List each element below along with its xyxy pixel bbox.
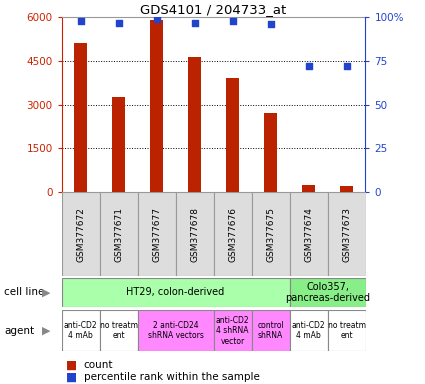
Point <box>115 20 122 26</box>
Bar <box>62 278 289 307</box>
Bar <box>99 192 138 276</box>
Bar <box>328 310 366 351</box>
Text: GSM377673: GSM377673 <box>342 207 351 262</box>
Text: 2 anti-CD24
shRNA vectors: 2 anti-CD24 shRNA vectors <box>147 321 204 340</box>
Text: anti-CD2
4 shRNA
vector: anti-CD2 4 shRNA vector <box>216 316 249 346</box>
Point <box>267 21 274 27</box>
Text: no treatm
ent: no treatm ent <box>328 321 366 340</box>
Text: GSM377674: GSM377674 <box>304 207 313 262</box>
Bar <box>340 186 353 192</box>
Point <box>305 63 312 69</box>
Text: HT29, colon-derived: HT29, colon-derived <box>127 287 225 298</box>
Text: ■: ■ <box>66 358 77 371</box>
Text: GSM377672: GSM377672 <box>76 207 85 262</box>
Bar <box>138 310 213 351</box>
Bar <box>213 310 252 351</box>
Text: count: count <box>84 360 113 370</box>
Text: GSM377675: GSM377675 <box>266 207 275 262</box>
Bar <box>289 310 328 351</box>
Text: ▶: ▶ <box>42 287 50 298</box>
Text: GSM377671: GSM377671 <box>114 207 123 262</box>
Title: GDS4101 / 204733_at: GDS4101 / 204733_at <box>140 3 287 16</box>
Bar <box>138 192 176 276</box>
Bar <box>74 43 87 192</box>
Text: no treatm
ent: no treatm ent <box>99 321 138 340</box>
Bar <box>252 310 289 351</box>
Text: percentile rank within the sample: percentile rank within the sample <box>84 372 260 382</box>
Bar <box>188 56 201 192</box>
Bar <box>289 278 366 307</box>
Point <box>191 20 198 26</box>
Text: cell line: cell line <box>4 287 45 298</box>
Text: anti-CD2
4 mAb: anti-CD2 4 mAb <box>292 321 325 340</box>
Bar <box>226 78 239 192</box>
Text: ▶: ▶ <box>42 326 50 336</box>
Text: Colo357,
pancreas-derived: Colo357, pancreas-derived <box>285 281 370 303</box>
Bar <box>62 310 99 351</box>
Bar <box>99 310 138 351</box>
Text: GSM377678: GSM377678 <box>190 207 199 262</box>
Bar <box>252 192 289 276</box>
Bar <box>150 20 163 192</box>
Text: ■: ■ <box>66 371 77 384</box>
Text: agent: agent <box>4 326 34 336</box>
Bar <box>264 113 277 192</box>
Bar <box>302 185 315 192</box>
Text: control
shRNA: control shRNA <box>257 321 284 340</box>
Bar <box>213 192 252 276</box>
Text: GSM377676: GSM377676 <box>228 207 237 262</box>
Text: anti-CD2
4 mAb: anti-CD2 4 mAb <box>64 321 97 340</box>
Point <box>77 18 84 24</box>
Bar <box>289 192 328 276</box>
Point <box>343 63 350 69</box>
Point <box>229 18 236 24</box>
Bar <box>176 192 213 276</box>
Bar <box>112 98 125 192</box>
Point <box>153 16 160 22</box>
Bar <box>328 192 366 276</box>
Text: GSM377677: GSM377677 <box>152 207 161 262</box>
Bar <box>62 192 99 276</box>
